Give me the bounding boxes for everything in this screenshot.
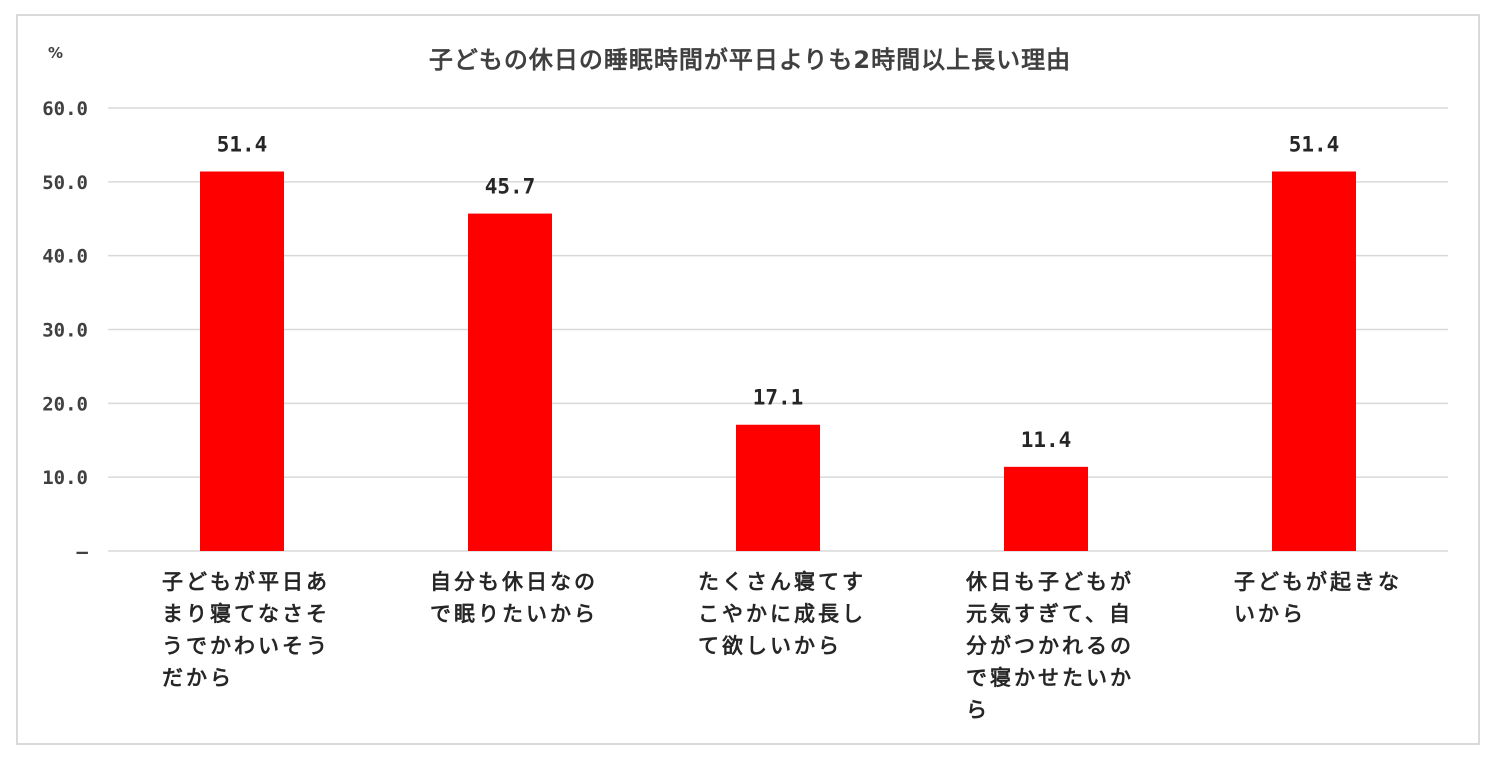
bar xyxy=(468,213,552,551)
y-tick-label: – xyxy=(77,541,89,563)
y-tick-label: 40.0 xyxy=(42,246,88,268)
bar xyxy=(736,424,820,551)
bar xyxy=(200,171,284,551)
y-axis-unit: % xyxy=(48,44,64,62)
x-tick-label: たくさん寝てすこやかに成長して欲しいから xyxy=(698,570,866,658)
x-tick-label: 子どもが起きないから xyxy=(1234,570,1402,626)
data-label: 51.4 xyxy=(217,132,268,156)
y-tick-label: 20.0 xyxy=(42,393,88,415)
bar xyxy=(1004,466,1088,551)
y-tick-label: 50.0 xyxy=(42,172,88,194)
y-tick-label: 10.0 xyxy=(42,467,88,489)
data-label: 17.1 xyxy=(753,386,804,410)
data-label: 51.4 xyxy=(1289,132,1340,156)
y-tick-label: 30.0 xyxy=(42,320,88,342)
data-label: 45.7 xyxy=(485,175,536,199)
x-tick-label: 自分も休日なので眠りたいから xyxy=(430,570,598,626)
bar xyxy=(1272,171,1356,551)
data-label: 11.4 xyxy=(1021,428,1072,452)
chart-title: 子どもの休日の睡眠時間が平日よりも2時間以上長い理由 xyxy=(428,46,1072,74)
x-tick-label: 子どもが平日あまり寝てなさそうでかわいそうだから xyxy=(162,570,330,690)
x-tick-label: 休日も子どもが元気すぎて、自分がつかれるので寝かせたいから xyxy=(966,570,1134,722)
y-tick-label: 60.0 xyxy=(42,98,88,120)
